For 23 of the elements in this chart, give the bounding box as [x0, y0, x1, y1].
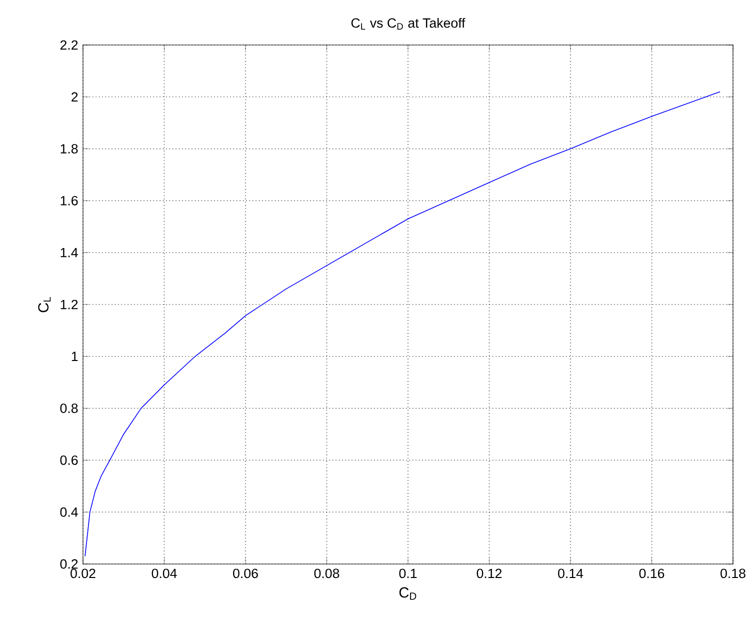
x-tick-label: 0.14 — [558, 568, 584, 578]
y-tick-label: 1 — [72, 352, 78, 361]
y-tick-label: 2.2 — [60, 40, 78, 50]
x-axis-title: C$_{D}$ — [399, 587, 416, 600]
x-tick-label: 0.04 — [152, 568, 177, 578]
y-axis-title: C$_{L}$ — [38, 297, 51, 312]
x-tick-label: 0.08 — [314, 568, 340, 578]
x-tick-label: 0.12 — [476, 568, 502, 578]
x-tick-label: 0.02 — [70, 568, 96, 578]
y-tick-label: 2 — [72, 92, 78, 102]
y-tick-label: 0.2 — [60, 559, 78, 569]
y-tick-label: 0.4 — [60, 507, 78, 517]
y-tick-label: 0.8 — [60, 404, 78, 414]
x-tick-label: 0.16 — [639, 568, 664, 578]
chart-title: C$_{L}$ vs C$_{D}$ at Takeoff — [351, 18, 466, 30]
y-tick-label: 0.6 — [60, 455, 78, 465]
y-tick-label: 1.2 — [60, 300, 78, 310]
x-tick-label: 0.1 — [399, 568, 417, 578]
x-tick-label: 0.06 — [233, 568, 258, 578]
x-tick-label: 0.18 — [720, 568, 746, 578]
y-tick-label: 1.6 — [60, 196, 78, 206]
y-tick-label: 1.4 — [60, 248, 78, 258]
y-tick-label: 1.8 — [60, 144, 78, 154]
